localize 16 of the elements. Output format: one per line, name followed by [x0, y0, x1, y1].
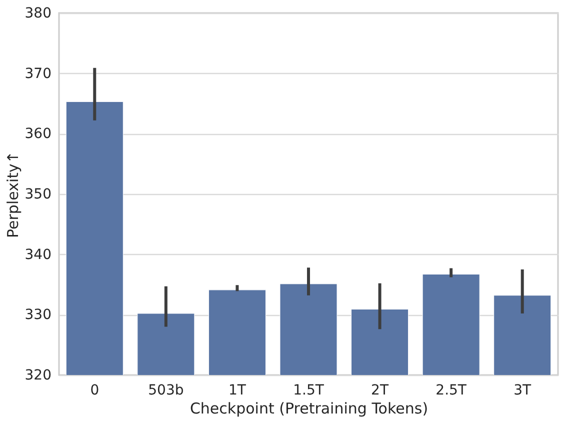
y-tick-label: 330 [24, 307, 52, 324]
x-tick-label: 0 [90, 382, 100, 398]
x-tick-label: 2T [371, 382, 389, 398]
x-tick-label: 3T [514, 382, 532, 398]
x-axis-title: Checkpoint (Pretraining Tokens) [190, 400, 428, 418]
y-tick-label: 380 [24, 6, 52, 22]
x-tick-label: 1.5T [293, 382, 324, 398]
x-tick-label: 503b [148, 382, 184, 398]
x-tick-label: 1T [228, 382, 246, 398]
y-tick-label: 340 [24, 246, 52, 263]
y-axis-title: Perplexity↑ [4, 151, 22, 238]
y-tick-label: 350 [24, 186, 52, 202]
y-tick-label: 370 [24, 66, 52, 82]
y-tick-label: 360 [24, 126, 52, 142]
x-tick-label: 2.5T [436, 382, 467, 398]
y-tick-label: 320 [24, 368, 52, 384]
